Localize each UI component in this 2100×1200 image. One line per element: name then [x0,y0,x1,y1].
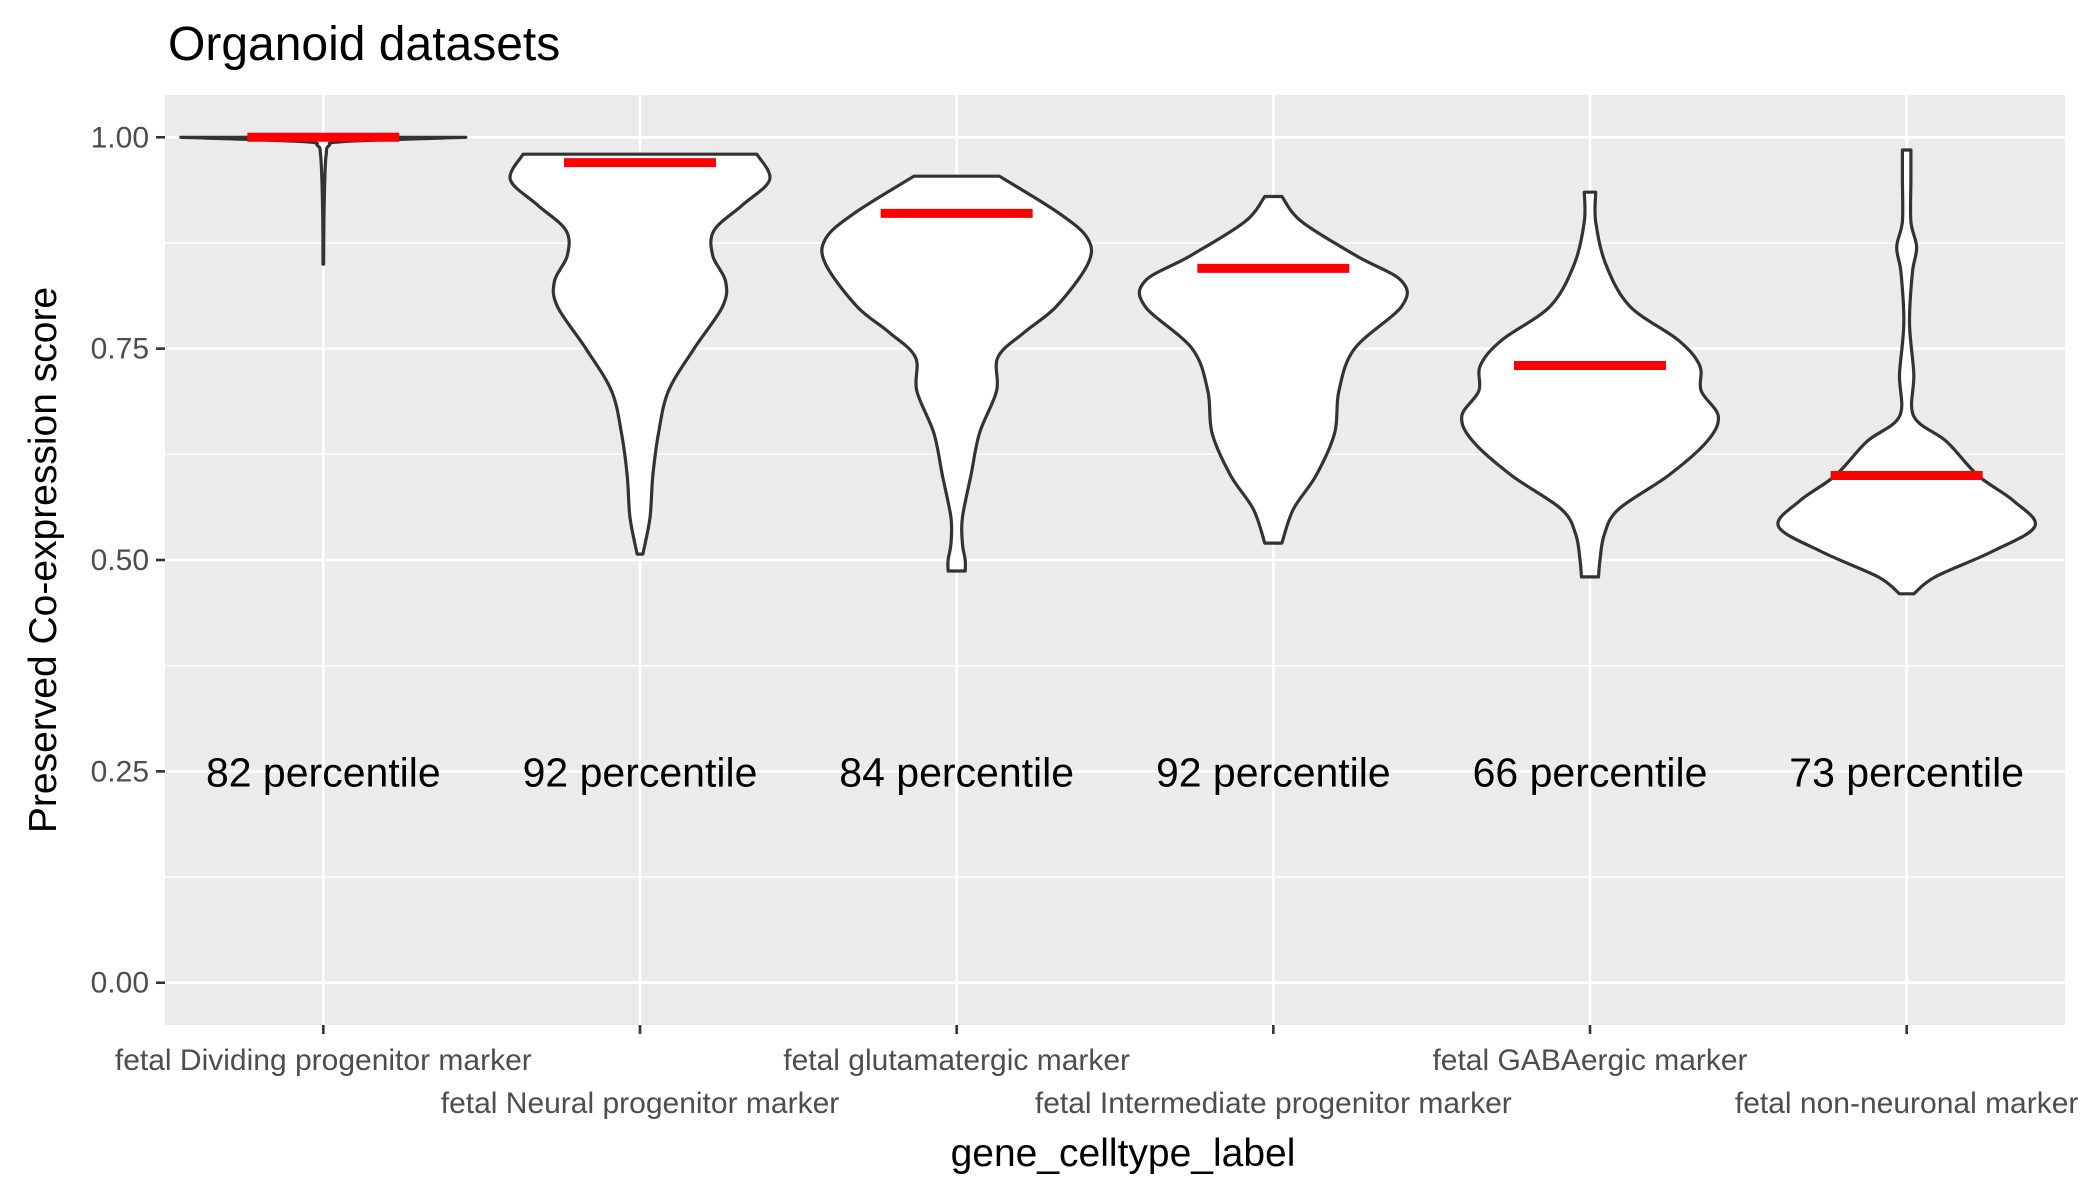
violin [820,174,1094,573]
y-tick-label: 0.75 [91,333,149,366]
x-tick-label: fetal Neural progenitor marker [441,1087,840,1120]
percentile-label: 66 percentile [1473,749,1708,795]
y-axis-title: Preserved Co-expression score [22,287,65,833]
y-tick-label: 0.25 [91,755,149,788]
percentile-label: 82 percentile [206,749,441,795]
violin [1137,194,1409,545]
chart-title: Organoid datasets [168,18,560,71]
violin [508,152,772,556]
percentile-label: 92 percentile [1156,749,1391,795]
violin [179,135,468,266]
violin [1460,190,1721,579]
x-tick-label: fetal Dividing progenitor marker [115,1044,532,1077]
annotation-layer: 82 percentile 92 percentile 84 percentile 9… [206,749,2024,795]
minor-gridlines [165,242,2065,878]
x-tick-label: fetal glutamatergic marker [783,1044,1130,1077]
median-layer [247,132,1983,480]
y-tick-label: 1.00 [91,121,149,154]
percentile-label: 84 percentile [839,749,1074,795]
percentile-label: 73 percentile [1789,749,2024,795]
x-tick-label: fetal non-neuronal marker [1735,1087,2079,1120]
violin [1776,148,2037,596]
y-tick-label: 0.50 [91,544,149,577]
x-axis: fetal Dividing progenitor marker fetal Ne… [115,1025,2079,1120]
x-tick-label: fetal Intermediate progenitor marker [1035,1087,1512,1120]
y-axis: 0.00 0.25 0.50 0.75 1.00 [91,121,165,1000]
x-axis-title: gene_celltype_label [951,1132,1296,1175]
x-tick-label: fetal GABAergic marker [1432,1044,1747,1077]
percentile-label: 92 percentile [523,749,758,795]
y-tick-label: 0.00 [91,967,149,1000]
violin-layer [179,135,2037,596]
